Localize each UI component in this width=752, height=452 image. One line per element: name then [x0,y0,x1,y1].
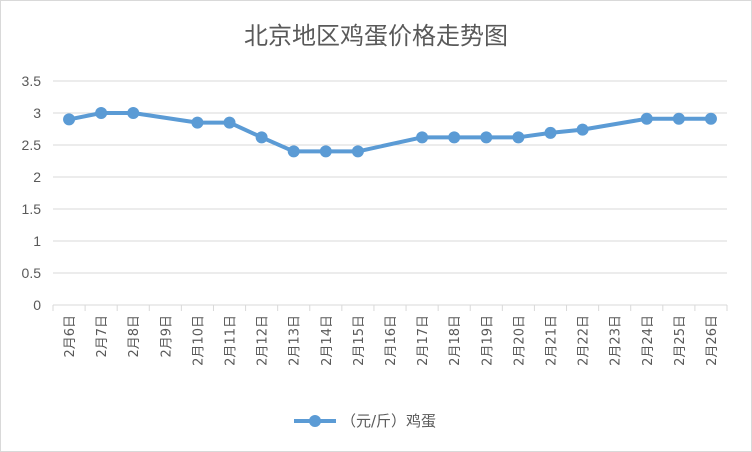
legend-label: （元/斤）鸡蛋 [341,412,436,430]
x-tick-label: 2月11日 [224,315,239,366]
data-point [95,107,108,119]
x-tick-label: 2月7日 [95,315,110,358]
x-tick-label: 2月16日 [384,315,399,366]
x-tick-label: 2月24日 [641,315,656,366]
x-tick-label: 2月23日 [609,315,624,366]
legend: （元/斤）鸡蛋 [294,412,436,430]
data-point [191,116,204,129]
x-tick-label: 2月10日 [191,315,206,366]
y-tick-label: 3 [33,105,41,121]
x-tick-label: 2月20日 [512,315,527,366]
x-tick-label: 2月8日 [127,315,142,358]
y-tick-label: 1 [33,233,41,249]
data-point [63,113,76,126]
data-point [480,131,493,144]
data-point [287,145,300,158]
y-tick-label: 3.5 [22,73,42,89]
data-point [127,107,140,119]
x-tick-label: 2月22日 [577,315,592,366]
x-axis-ticks: 2月6日 2月7日 2月8日 2月9日 2月10日 2月11日 2月12日 2月13日 2月14… [63,315,720,366]
x-tick-label: 2月18日 [448,315,463,366]
x-tick-label: 2月13日 [288,315,303,366]
x-tick-label: 2月9日 [159,315,174,358]
x-tick-label: 2月12日 [256,315,271,366]
x-tick-label: 2月25日 [673,315,688,366]
x-tick-label: 2月6日 [63,315,78,358]
data-point [255,131,268,144]
x-tick-label: 2月21日 [544,315,559,366]
data-point [448,131,461,144]
data-point [640,112,653,125]
data-point [544,126,557,139]
y-tick-label: 1.5 [22,201,42,217]
y-tick-label: 2 [33,169,41,185]
data-point [351,145,364,158]
data-point [223,116,236,129]
legend-point-marker [309,415,321,427]
chart-title: 北京地区鸡蛋价格走势图 [244,22,508,50]
data-point [512,131,525,144]
x-tick-label: 2月14日 [320,315,335,366]
data-point [576,123,589,136]
data-point [704,112,717,125]
data-point [672,112,685,125]
series-layer [63,107,717,158]
y-tick-label: 0 [33,297,41,313]
x-tick-label: 2月15日 [352,315,367,366]
data-point [416,131,429,144]
x-tick-label: 2月17日 [416,315,431,366]
x-tick-label: 2月26日 [705,315,720,366]
data-point [319,145,332,158]
series-line [67,111,713,154]
y-tick-label: 0.5 [22,265,42,281]
y-axis-ticks: 0 0.5 1 1.5 2 2.5 3 3.5 [22,73,42,313]
x-tick-label: 2月19日 [480,315,495,366]
y-tick-label: 2.5 [22,137,42,153]
